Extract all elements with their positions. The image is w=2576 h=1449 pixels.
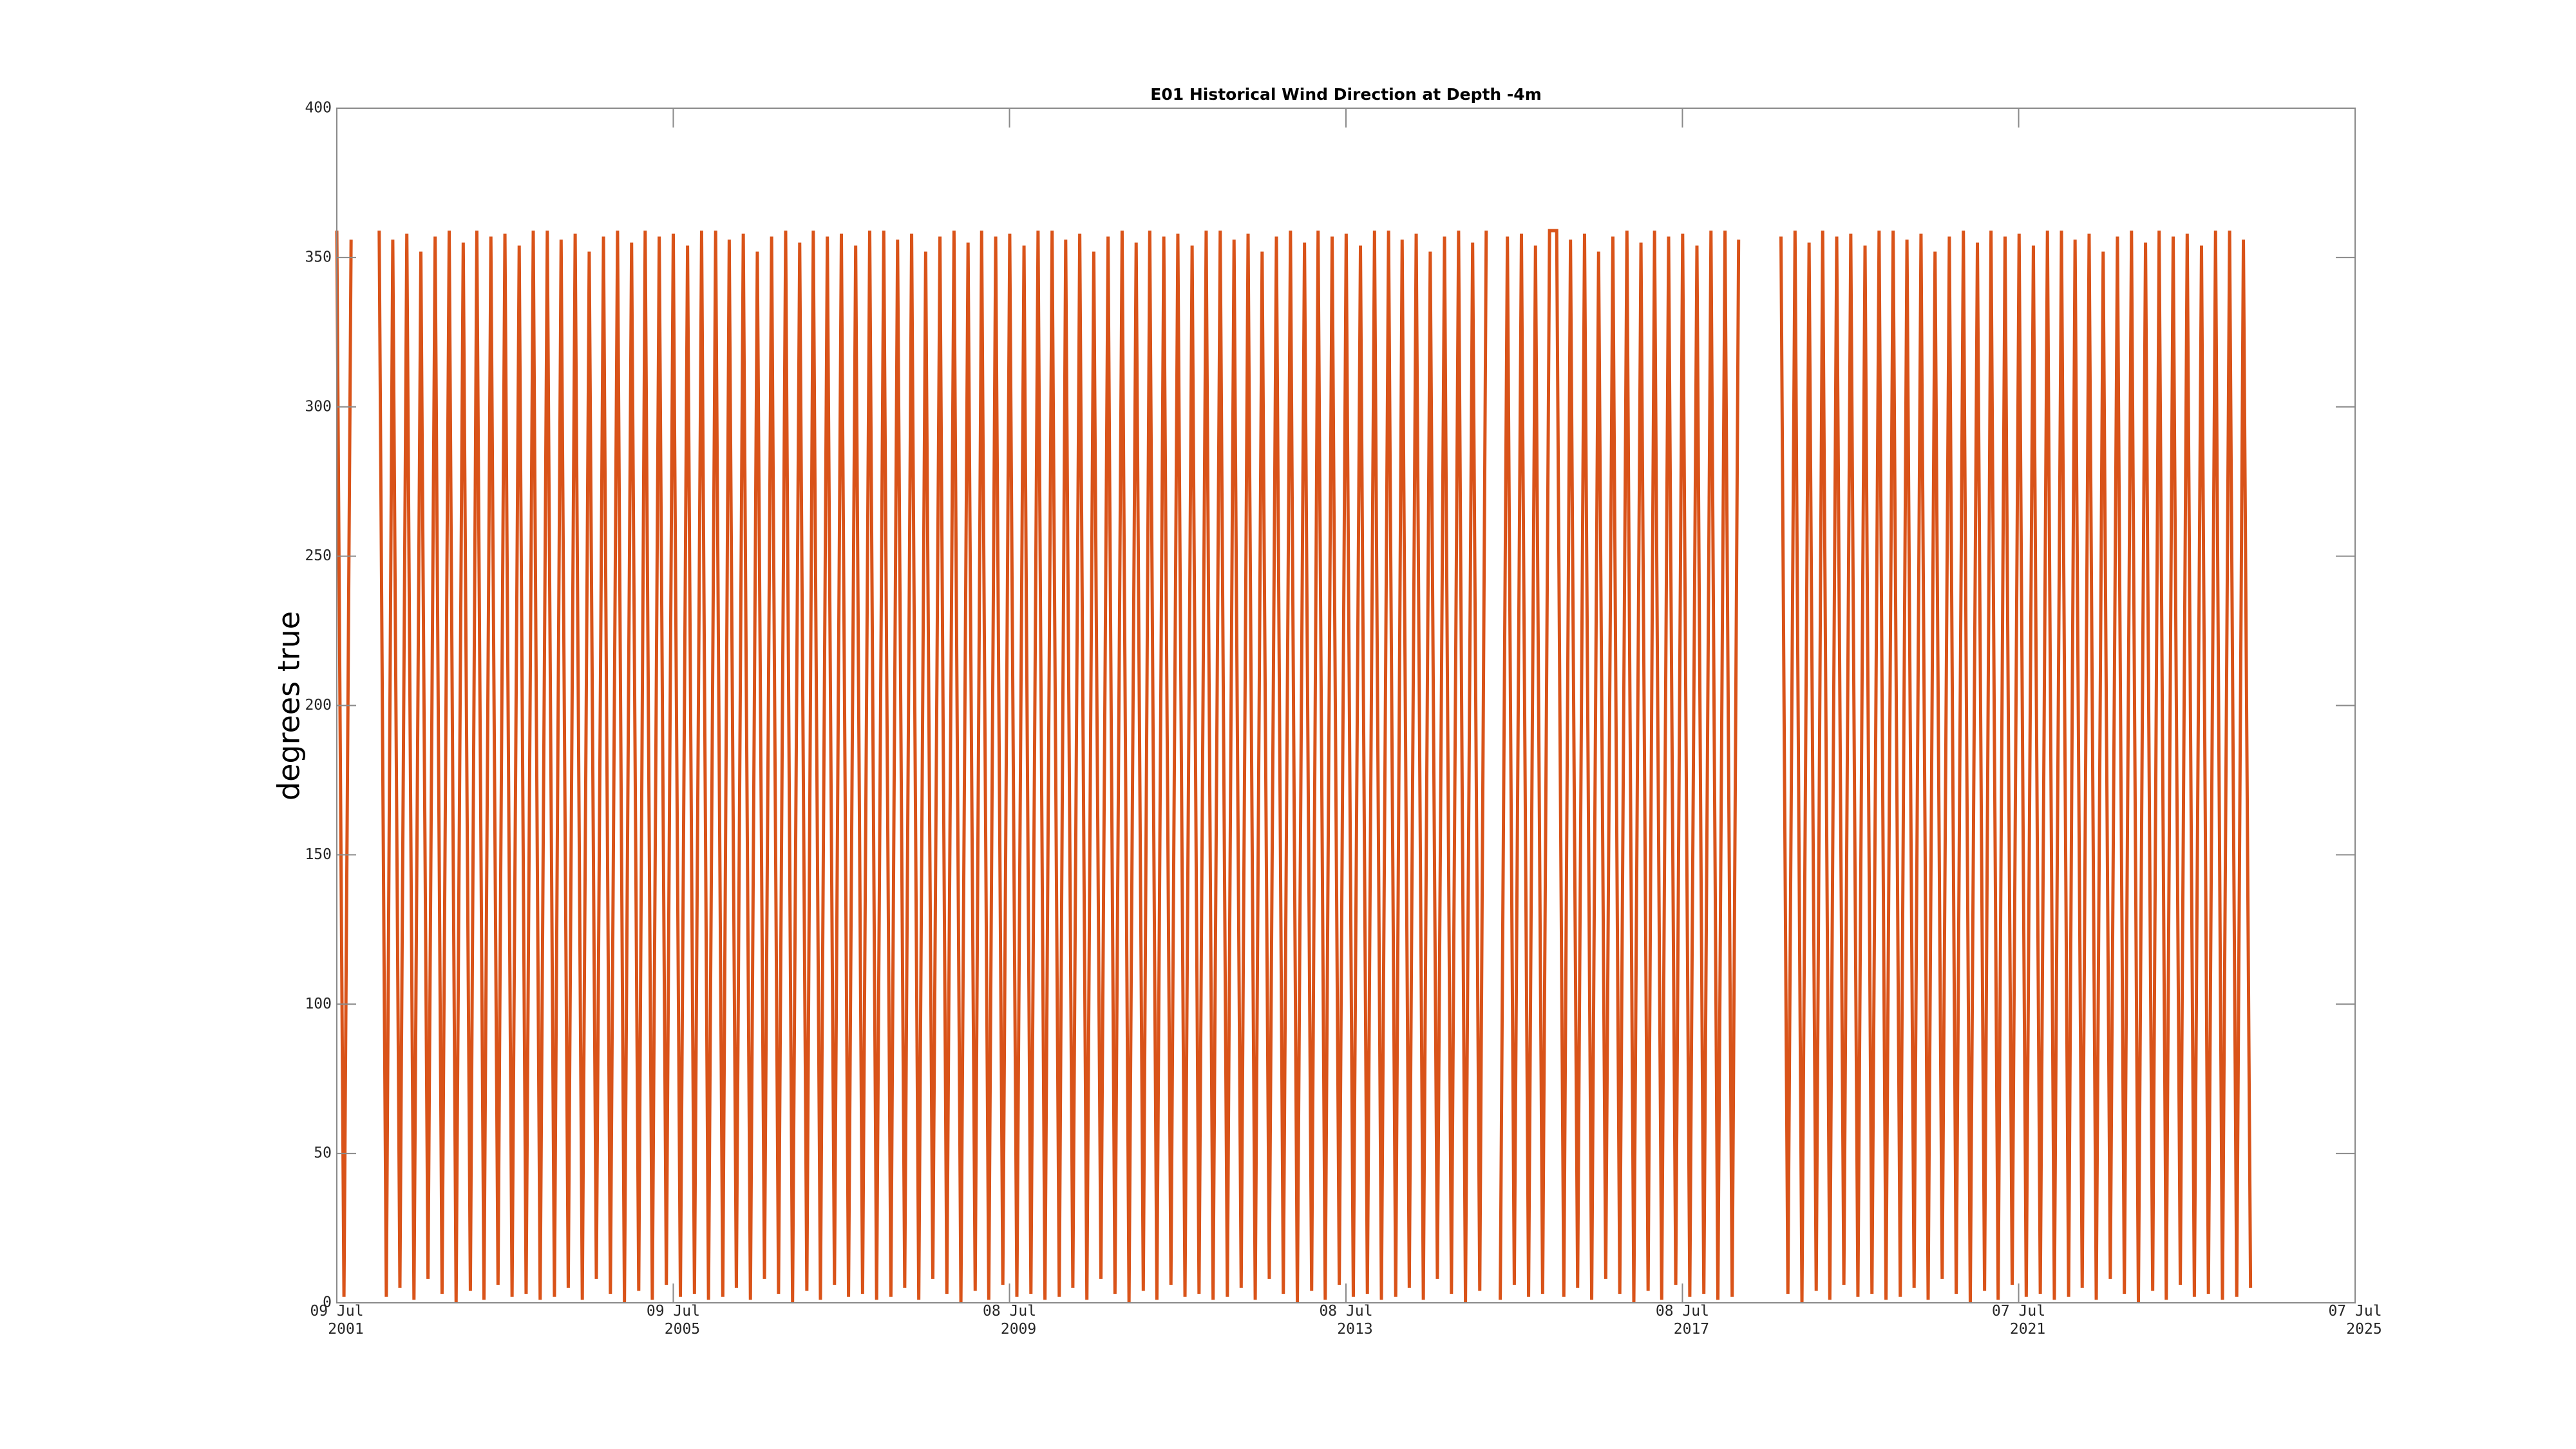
plot-frame (336, 108, 2356, 1303)
x-tick-label: 07 Jul 2021 (1992, 1303, 2045, 1338)
x-tick-label: 08 Jul 2013 (1319, 1303, 1372, 1338)
x-tick-label: 09 Jul 2001 (310, 1303, 363, 1338)
y-tick-label: 400 (305, 100, 332, 117)
chart-title: E01 Historical Wind Direction at Depth -… (1150, 85, 1542, 104)
y-tick-label: 0 (323, 1294, 332, 1311)
data-line (335, 231, 353, 1297)
x-tick-label: 09 Jul 2005 (647, 1303, 700, 1338)
data-line (1499, 229, 1741, 1303)
x-tick-label-line: 2001 (328, 1321, 363, 1338)
x-tick-label-line: 2005 (665, 1321, 700, 1338)
x-tick-label: 08 Jul 2017 (1656, 1303, 1709, 1338)
y-axis-label: degrees true (272, 611, 307, 800)
x-tick-label-line: 2017 (1674, 1321, 1709, 1338)
x-tick-label-line: 07 Jul (1992, 1303, 2045, 1320)
x-tick-label-line: 09 Jul (310, 1303, 363, 1320)
y-tick-label: 100 (305, 996, 332, 1012)
y-tick-label: 200 (305, 697, 332, 714)
x-tick-label-line: 08 Jul (1656, 1303, 1709, 1320)
y-tick-label: 50 (314, 1145, 332, 1162)
data-line (1779, 231, 2253, 1303)
x-tick-label: 08 Jul 2009 (983, 1303, 1036, 1338)
x-tick-label-line: 08 Jul (1319, 1303, 1372, 1320)
x-tick-label-line: 2025 (2346, 1321, 2382, 1338)
y-tick-label: 300 (305, 398, 332, 415)
x-tick-label-line: 07 Jul (2328, 1303, 2382, 1320)
x-tick-label: 07 Jul 2025 (2328, 1303, 2382, 1338)
y-tick-label: 250 (305, 547, 332, 564)
x-tick-label-line: 2021 (2010, 1321, 2045, 1338)
x-tick-label-line: 2013 (1337, 1321, 1372, 1338)
y-tick-label: 150 (305, 846, 332, 863)
x-tick-label-line: 08 Jul (983, 1303, 1036, 1320)
x-tick-label-line: 09 Jul (647, 1303, 700, 1320)
data-line (377, 231, 1488, 1303)
y-tick-label: 350 (305, 249, 332, 265)
x-tick-label-line: 2009 (1001, 1321, 1036, 1338)
